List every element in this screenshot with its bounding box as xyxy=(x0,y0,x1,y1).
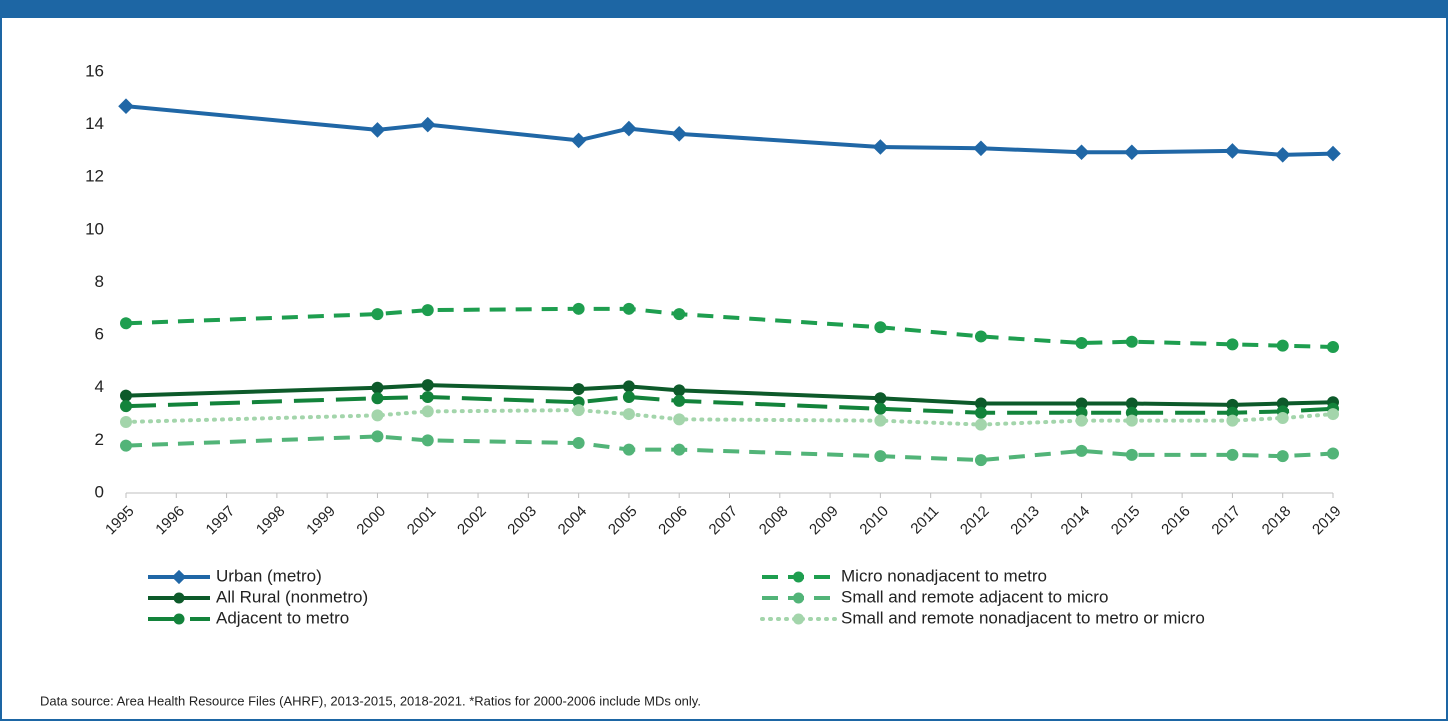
marker xyxy=(1075,337,1088,350)
y-tick-label: 8 xyxy=(95,272,104,291)
marker xyxy=(120,415,132,428)
marker xyxy=(421,304,434,317)
marker xyxy=(421,405,434,418)
marker xyxy=(974,330,987,343)
marker xyxy=(1226,414,1239,427)
marker xyxy=(874,414,887,427)
marker xyxy=(673,413,686,426)
marker xyxy=(572,302,585,315)
legend-label: All Rural (nonmetro) xyxy=(216,587,368,606)
marker xyxy=(974,418,987,431)
marker xyxy=(874,402,887,415)
marker xyxy=(572,383,585,396)
marker xyxy=(1125,335,1138,348)
marker xyxy=(1327,340,1339,353)
marker xyxy=(1125,414,1138,427)
marker xyxy=(120,389,132,402)
marker xyxy=(572,404,585,417)
marker xyxy=(973,140,989,157)
marker xyxy=(1274,147,1291,163)
marker xyxy=(421,379,434,392)
marker xyxy=(1276,339,1289,352)
marker xyxy=(120,439,132,452)
y-tick-label: 2 xyxy=(95,430,104,449)
marker xyxy=(872,139,889,155)
marker xyxy=(120,400,132,413)
y-tick-label: 4 xyxy=(95,377,104,396)
marker xyxy=(171,569,187,585)
y-tick-label: 6 xyxy=(95,325,104,344)
header-bar xyxy=(0,0,1448,18)
marker xyxy=(371,409,384,422)
marker xyxy=(622,302,635,315)
marker xyxy=(673,308,686,321)
y-tick-label: 14 xyxy=(85,114,104,133)
marker xyxy=(974,397,987,410)
y-tick-label: 12 xyxy=(85,167,104,186)
marker xyxy=(1276,450,1289,463)
y-tick-label: 16 xyxy=(85,61,104,80)
marker xyxy=(1125,448,1138,461)
marker xyxy=(1224,143,1241,159)
marker xyxy=(874,321,887,334)
marker xyxy=(874,450,887,463)
marker xyxy=(793,613,804,625)
marker xyxy=(1226,448,1239,461)
marker xyxy=(793,571,804,583)
marker xyxy=(1073,144,1090,161)
marker xyxy=(421,434,434,447)
marker xyxy=(1325,145,1341,162)
marker xyxy=(570,132,587,149)
marker xyxy=(621,120,637,137)
marker xyxy=(622,390,635,403)
marker xyxy=(371,308,384,321)
marker xyxy=(673,443,686,456)
marker xyxy=(120,317,132,330)
marker xyxy=(974,454,987,467)
marker xyxy=(1075,414,1088,427)
marker xyxy=(572,437,585,450)
marker xyxy=(622,408,635,421)
marker xyxy=(622,380,635,393)
marker xyxy=(1075,397,1088,410)
marker xyxy=(874,392,887,405)
legend-label: Adjacent to metro xyxy=(216,608,349,627)
marker xyxy=(793,592,804,604)
marker xyxy=(673,394,686,407)
marker xyxy=(371,392,384,405)
marker xyxy=(419,116,436,133)
y-tick-label: 10 xyxy=(85,219,104,238)
marker xyxy=(173,613,185,625)
marker xyxy=(1226,338,1239,351)
marker xyxy=(1125,397,1138,410)
legend-label: Urban (metro) xyxy=(216,566,322,585)
marker xyxy=(673,384,686,397)
marker xyxy=(173,592,185,604)
y-tick-label: 0 xyxy=(95,482,104,501)
marker xyxy=(421,390,434,403)
legend-label: Small and remote adjacent to micro xyxy=(841,587,1108,606)
footnote: Data source: Area Health Resource Files … xyxy=(40,693,701,708)
marker xyxy=(1075,444,1088,457)
marker xyxy=(1276,412,1289,425)
marker xyxy=(371,430,384,443)
marker xyxy=(1327,447,1339,460)
legend-label: Micro nonadjacent to metro xyxy=(841,566,1047,585)
marker xyxy=(622,443,635,456)
marker xyxy=(371,381,384,394)
legend-label: Small and remote nonadjacent to metro or… xyxy=(841,608,1205,627)
marker xyxy=(118,98,134,115)
marker xyxy=(1327,408,1339,421)
marker xyxy=(369,122,386,138)
marker xyxy=(1124,144,1140,161)
marker xyxy=(671,126,688,142)
marker xyxy=(974,406,987,419)
